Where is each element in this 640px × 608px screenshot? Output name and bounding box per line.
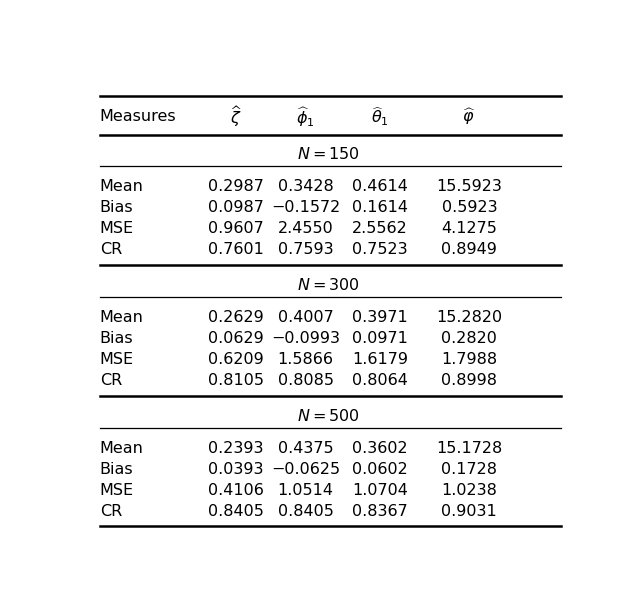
Text: 0.8085: 0.8085 (278, 373, 333, 387)
Text: MSE: MSE (100, 221, 134, 236)
Text: 0.7593: 0.7593 (278, 242, 333, 257)
Text: 0.0393: 0.0393 (209, 462, 264, 477)
Text: 0.2393: 0.2393 (209, 441, 264, 457)
Text: 0.4614: 0.4614 (352, 179, 408, 194)
Text: $\widehat{\varphi}$: $\widehat{\varphi}$ (462, 107, 476, 127)
Text: 0.0602: 0.0602 (352, 462, 408, 477)
Text: 0.8998: 0.8998 (442, 373, 497, 387)
Text: 0.0987: 0.0987 (208, 200, 264, 215)
Text: 15.1728: 15.1728 (436, 441, 502, 457)
Text: 0.0629: 0.0629 (209, 331, 264, 347)
Text: MSE: MSE (100, 483, 134, 498)
Text: 0.4375: 0.4375 (278, 441, 333, 457)
Text: Mean: Mean (100, 179, 144, 194)
Text: Mean: Mean (100, 441, 144, 457)
Text: 1.0704: 1.0704 (352, 483, 408, 498)
Text: 0.8064: 0.8064 (352, 373, 408, 387)
Text: 1.0514: 1.0514 (278, 483, 333, 498)
Text: 0.0971: 0.0971 (352, 331, 408, 347)
Text: Bias: Bias (100, 331, 134, 347)
Text: Bias: Bias (100, 462, 134, 477)
Text: 0.2820: 0.2820 (442, 331, 497, 347)
Text: Measures: Measures (100, 109, 177, 125)
Text: 0.8405: 0.8405 (208, 503, 264, 519)
Text: $N = 300$: $N = 300$ (296, 277, 360, 292)
Text: 15.5923: 15.5923 (436, 179, 502, 194)
Text: −0.1572: −0.1572 (271, 200, 340, 215)
Text: $\widehat{\theta}_1$: $\widehat{\theta}_1$ (371, 106, 389, 128)
Text: 0.9607: 0.9607 (209, 221, 264, 236)
Text: 0.4106: 0.4106 (208, 483, 264, 498)
Text: 2.4550: 2.4550 (278, 221, 333, 236)
Text: 0.7601: 0.7601 (208, 242, 264, 257)
Text: Mean: Mean (100, 310, 144, 325)
Text: 0.3428: 0.3428 (278, 179, 333, 194)
Text: 1.7988: 1.7988 (442, 352, 497, 367)
Text: $\widehat{\phi}_1$: $\widehat{\phi}_1$ (296, 105, 315, 129)
Text: 0.2987: 0.2987 (208, 179, 264, 194)
Text: 0.5923: 0.5923 (442, 200, 497, 215)
Text: 0.9031: 0.9031 (442, 503, 497, 519)
Text: 0.1728: 0.1728 (442, 462, 497, 477)
Text: 15.2820: 15.2820 (436, 310, 502, 325)
Text: 0.8367: 0.8367 (352, 503, 408, 519)
Text: 0.8949: 0.8949 (442, 242, 497, 257)
Text: 0.4007: 0.4007 (278, 310, 333, 325)
Text: 0.7523: 0.7523 (352, 242, 408, 257)
Text: 0.8105: 0.8105 (208, 373, 264, 387)
Text: $N = 500$: $N = 500$ (296, 407, 360, 424)
Text: CR: CR (100, 373, 122, 387)
Text: 4.1275: 4.1275 (442, 221, 497, 236)
Text: Bias: Bias (100, 200, 134, 215)
Text: MSE: MSE (100, 352, 134, 367)
Text: 0.1614: 0.1614 (352, 200, 408, 215)
Text: 0.3971: 0.3971 (352, 310, 408, 325)
Text: 0.8405: 0.8405 (278, 503, 333, 519)
Text: −0.0993: −0.0993 (271, 331, 340, 347)
Text: CR: CR (100, 503, 122, 519)
Text: $\widehat{\zeta}$: $\widehat{\zeta}$ (230, 105, 242, 130)
Text: $N = 150$: $N = 150$ (296, 146, 360, 162)
Text: CR: CR (100, 242, 122, 257)
Text: 0.2629: 0.2629 (209, 310, 264, 325)
Text: 1.0238: 1.0238 (442, 483, 497, 498)
Text: 2.5562: 2.5562 (352, 221, 408, 236)
Text: −0.0625: −0.0625 (271, 462, 340, 477)
Text: 1.6179: 1.6179 (352, 352, 408, 367)
Text: 0.3602: 0.3602 (352, 441, 408, 457)
Text: 0.6209: 0.6209 (209, 352, 264, 367)
Text: 1.5866: 1.5866 (278, 352, 333, 367)
